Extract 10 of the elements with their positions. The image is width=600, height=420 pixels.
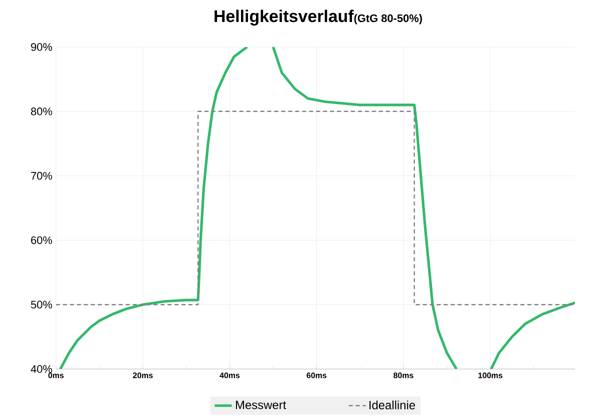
- y-tick-label: 50%: [30, 300, 52, 308]
- chart-title: Helligkeitsverlauf: [214, 10, 354, 26]
- y-tick-label: 90%: [31, 43, 52, 51]
- chart-subtitle: (GtG 80-50%): [354, 14, 422, 24]
- y-tick-label: 60%: [31, 236, 52, 244]
- y-tick-label: 40%: [30, 365, 52, 373]
- legend-label: Ideallinie: [369, 400, 416, 410]
- y-tick-label: 80%: [31, 108, 52, 116]
- y-tick-label: 70%: [31, 172, 52, 180]
- legend-label: Messwert: [236, 400, 286, 410]
